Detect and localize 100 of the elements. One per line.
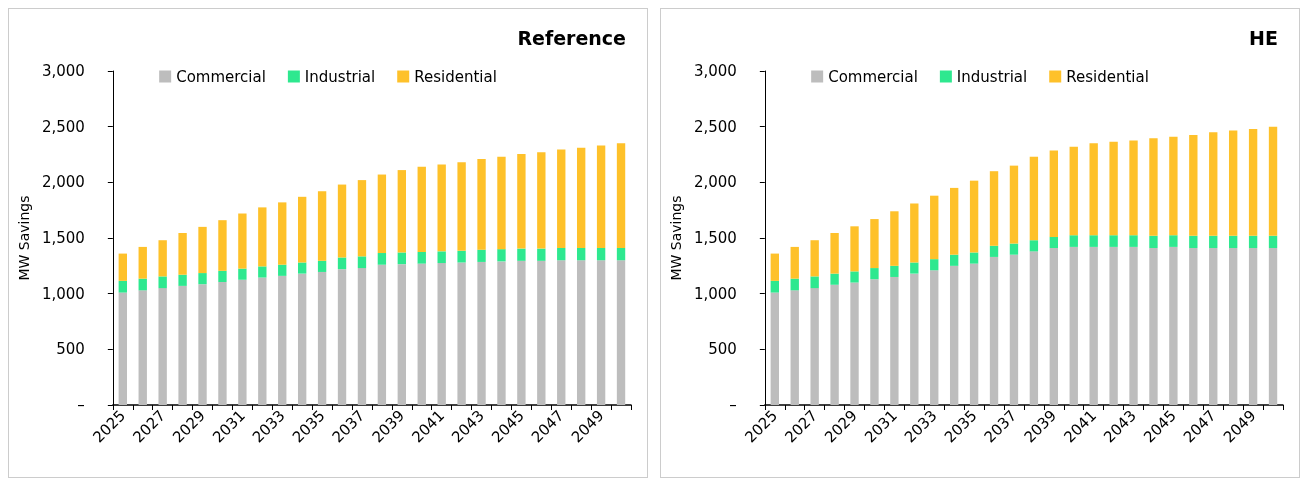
y-tick-label: 2,000 — [693, 173, 737, 192]
y-tick-label: 500 — [56, 340, 85, 359]
bar — [517, 260, 526, 405]
bar — [1109, 141, 1118, 236]
bar — [949, 265, 959, 405]
bar — [158, 276, 167, 289]
bar — [969, 252, 979, 264]
bar — [357, 268, 367, 405]
bar — [477, 261, 486, 405]
bar — [949, 187, 959, 255]
bar — [517, 153, 526, 249]
bar — [870, 268, 879, 280]
bar — [576, 260, 586, 405]
bar — [377, 253, 387, 265]
bar — [850, 271, 859, 283]
bar — [969, 180, 979, 253]
bar — [596, 248, 606, 261]
bar — [870, 279, 879, 405]
y-tick-label: 2,500 — [41, 117, 85, 136]
bar — [930, 270, 939, 405]
bar — [497, 156, 506, 250]
bar — [1169, 246, 1178, 405]
bar — [138, 278, 147, 291]
bar — [417, 166, 426, 252]
bar — [616, 248, 626, 261]
bar — [1209, 132, 1218, 236]
bar — [830, 232, 839, 274]
bar — [1049, 150, 1058, 237]
y-tick-label: 1,500 — [693, 229, 737, 247]
bar — [238, 279, 247, 405]
bar — [930, 195, 939, 260]
bar — [437, 251, 446, 264]
bar — [258, 266, 267, 278]
bar — [477, 249, 486, 262]
bar — [596, 260, 606, 405]
bar — [138, 246, 147, 279]
bar — [1149, 138, 1158, 236]
bar — [537, 260, 546, 405]
bar — [557, 149, 566, 249]
bar — [477, 158, 486, 250]
bar — [969, 263, 979, 405]
bar — [1029, 156, 1039, 241]
bar — [178, 232, 187, 275]
bar — [1129, 140, 1138, 236]
bar — [337, 184, 347, 258]
bar — [1189, 135, 1198, 236]
bar — [1009, 165, 1019, 244]
bar — [517, 248, 526, 261]
bar — [397, 264, 406, 405]
bar — [1129, 235, 1138, 247]
legend-label: Commercial — [828, 67, 918, 86]
bar — [337, 257, 347, 270]
bar — [850, 226, 859, 272]
bar — [198, 273, 207, 285]
bar — [198, 284, 207, 405]
bar — [1149, 248, 1158, 405]
bar — [1268, 126, 1278, 236]
bar — [377, 174, 387, 254]
bar — [830, 273, 839, 285]
bar — [557, 248, 566, 261]
bar — [870, 219, 879, 269]
bar — [1069, 146, 1078, 236]
bar — [357, 256, 367, 269]
bar — [810, 240, 819, 277]
bar — [890, 265, 899, 277]
bar — [138, 290, 147, 405]
bar — [537, 248, 546, 261]
bar — [118, 253, 127, 281]
bar — [557, 260, 566, 405]
bar — [278, 275, 287, 405]
bar — [910, 262, 919, 274]
bar — [616, 143, 626, 249]
chart-title: Reference — [517, 26, 627, 49]
bar — [297, 273, 307, 405]
chart-title: HE — [1249, 26, 1279, 49]
bar — [1268, 248, 1278, 405]
bar — [1029, 240, 1039, 252]
bar — [497, 249, 506, 262]
bar — [317, 191, 327, 261]
y-tick-label: 500 — [708, 340, 737, 359]
bar — [1228, 248, 1238, 405]
bar — [158, 240, 167, 277]
bar — [949, 254, 959, 266]
bar — [1248, 128, 1258, 236]
bar — [910, 203, 919, 263]
bar — [218, 270, 227, 282]
bar — [437, 263, 446, 405]
legend-label: Commercial — [176, 67, 266, 86]
legend-label: Residential — [414, 67, 497, 86]
bar — [1209, 235, 1218, 249]
bar — [278, 264, 287, 276]
bar — [118, 292, 127, 405]
bar — [178, 274, 187, 286]
bar — [1248, 248, 1258, 405]
bar — [1268, 235, 1278, 249]
bar — [930, 259, 939, 271]
bar — [810, 288, 819, 405]
bar — [178, 285, 187, 405]
bar — [1009, 254, 1019, 405]
y-axis-title: MW Savings — [16, 195, 32, 281]
